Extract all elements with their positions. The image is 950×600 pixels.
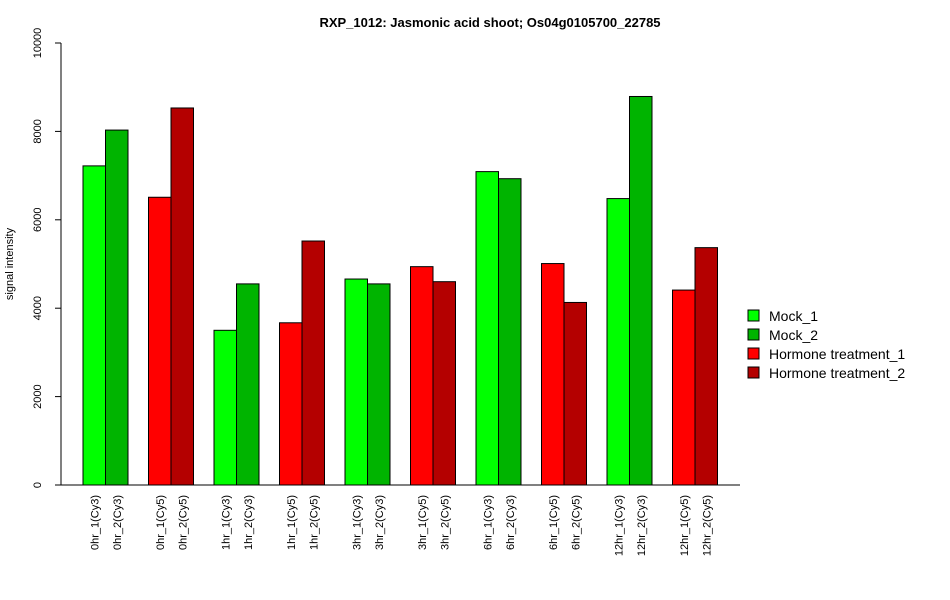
legend-label: Hormone treatment_2 [769, 365, 905, 381]
x-tick-label: 1hr_1(Cy3) [220, 495, 232, 550]
bar [606, 198, 630, 486]
x-tick-label: 0hr_2(Cy5) [177, 495, 189, 550]
x-tick-label: 12hr_2(Cy3) [636, 495, 648, 556]
legend-swatch [747, 309, 760, 322]
x-tick-label: 12hr_2(Cy5) [701, 495, 713, 556]
x-tick-label: 6hr_2(Cy3) [505, 495, 517, 550]
x-tick-label: 6hr_1(Cy3) [482, 495, 494, 550]
bar [672, 289, 696, 486]
bars [82, 95, 718, 486]
y-tick-label: 6000 [32, 208, 44, 232]
bar [432, 281, 456, 486]
bar [344, 278, 368, 486]
x-tick-label: 3hr_1(Cy5) [417, 495, 429, 550]
legend-swatch [747, 347, 760, 360]
y-tick-label: 0 [32, 482, 44, 488]
legend-swatch [747, 366, 760, 379]
bar [213, 329, 237, 486]
bar [236, 283, 260, 486]
y-axis-label: signal intensity [4, 227, 16, 300]
x-tick-label: 6hr_2(Cy5) [570, 495, 582, 550]
y-tick-label: 10000 [32, 28, 44, 59]
x-tick-label: 1hr_2(Cy5) [308, 495, 320, 550]
legend: Mock_1 Mock_2 Hormone treatment_1 Hormone t… [747, 308, 905, 381]
bar [410, 266, 434, 486]
y-tick-label: 2000 [32, 384, 44, 408]
legend-label: Hormone treatment_1 [769, 346, 905, 362]
x-tick-labels: 0hr_1(Cy3) 0hr_2(Cy3) 0hr_1(Cy5) 0hr_2(Cy5)… [89, 495, 713, 556]
bar [694, 247, 718, 486]
bar [563, 301, 587, 486]
bar [170, 107, 194, 486]
x-tick-label: 12hr_1(Cy5) [679, 495, 691, 556]
bar [498, 178, 522, 486]
x-tick-label: 0hr_1(Cy5) [155, 495, 167, 550]
bar [475, 171, 499, 486]
bar [629, 95, 653, 486]
legend-label: Mock_1 [769, 308, 818, 324]
x-tick-label: 0hr_2(Cy3) [112, 495, 124, 550]
legend-swatch [747, 328, 760, 341]
x-tick-label: 3hr_1(Cy3) [351, 495, 363, 550]
y-axis: 0 2000 4000 6000 8000 10000 [32, 28, 62, 488]
x-tick-label: 0hr_1(Cy3) [89, 495, 101, 550]
bar [301, 240, 325, 486]
bar [541, 263, 565, 486]
x-tick-label: 3hr_2(Cy3) [374, 495, 386, 550]
x-tick-label: 1hr_2(Cy3) [243, 495, 255, 550]
x-tick-label: 6hr_1(Cy5) [548, 495, 560, 550]
legend-label: Mock_2 [769, 327, 818, 343]
bar [105, 129, 129, 486]
x-tick-label: 3hr_2(Cy5) [439, 495, 451, 550]
bar [367, 283, 391, 486]
y-tick-label: 4000 [32, 296, 44, 320]
chart-title: RXP_1012: Jasmonic acid shoot; Os04g0105… [319, 15, 660, 30]
bar [82, 165, 106, 486]
bar [279, 322, 303, 486]
x-tick-label: 12hr_1(Cy3) [613, 495, 625, 556]
x-tick-label: 1hr_1(Cy5) [286, 495, 298, 550]
y-tick-label: 8000 [32, 119, 44, 143]
bar [148, 196, 172, 486]
